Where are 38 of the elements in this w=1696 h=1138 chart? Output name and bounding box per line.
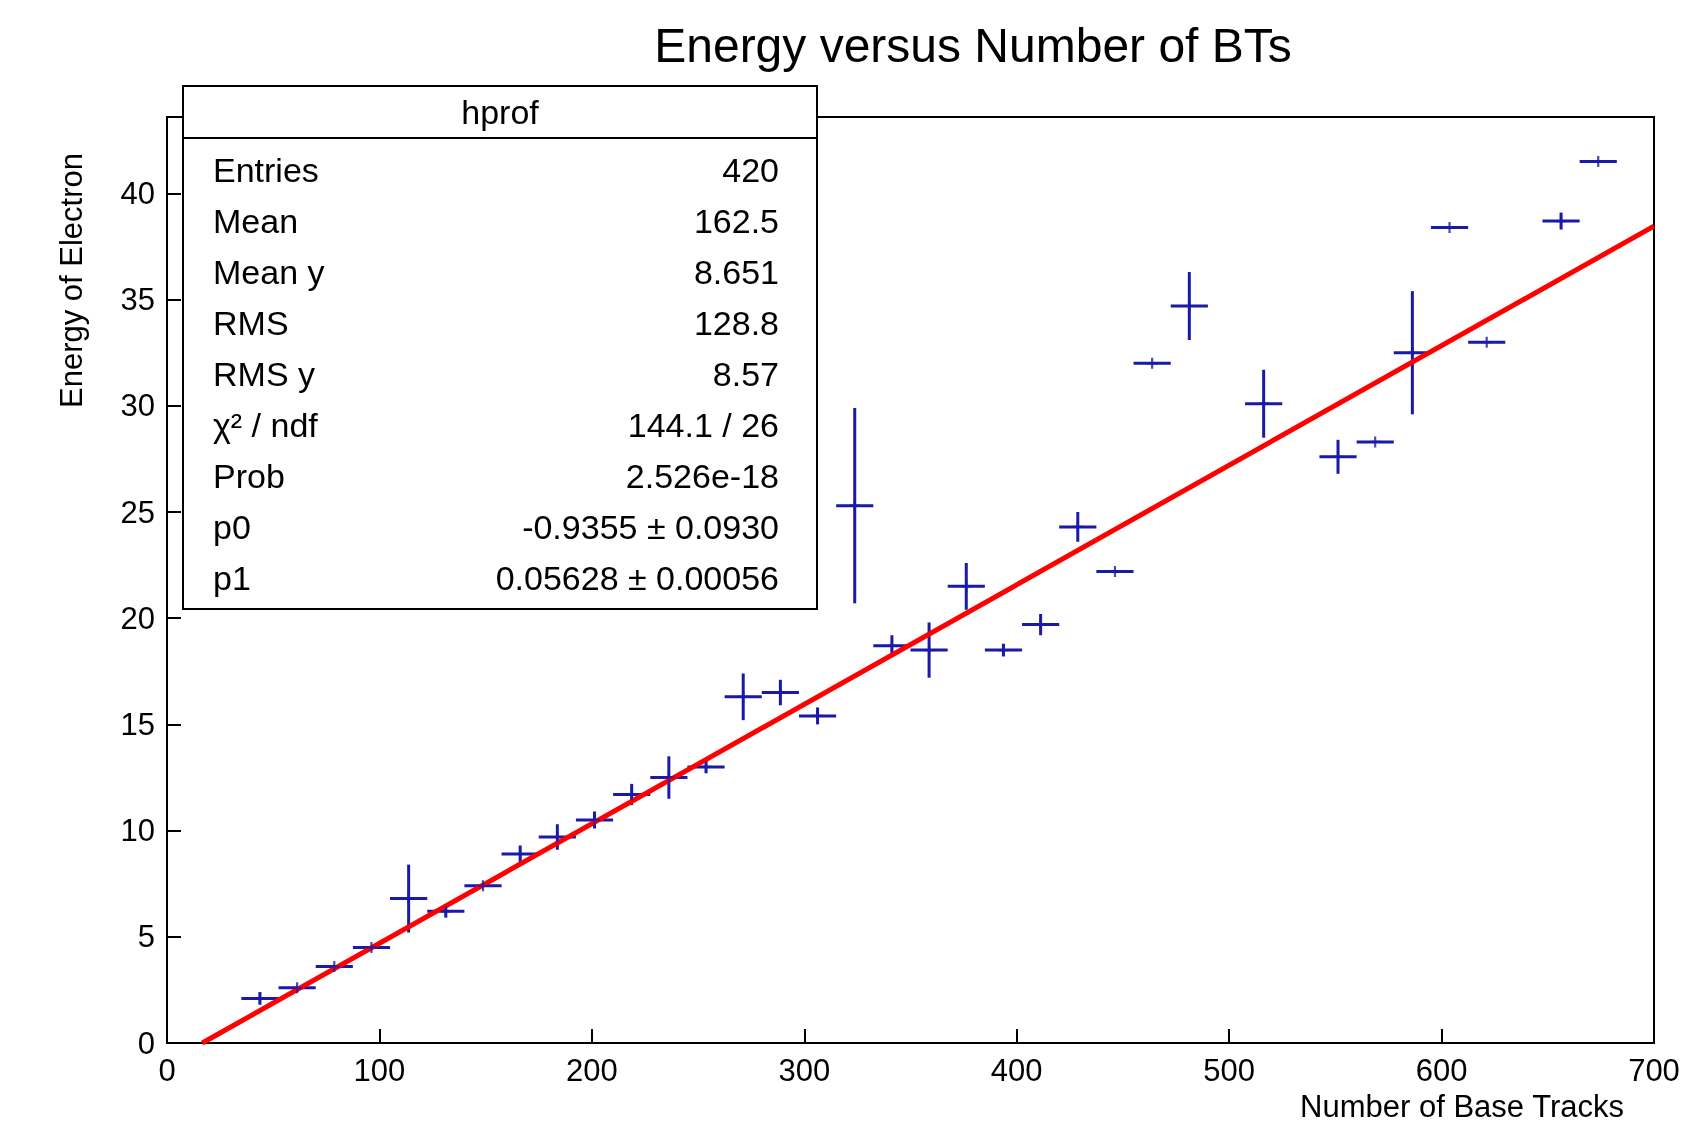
annotation: p1: [213, 558, 251, 597]
annotation: 162.5: [693, 201, 779, 240]
x-tick-label: 100: [353, 1053, 406, 1088]
y-tick-label: 35: [120, 282, 155, 318]
annotation: -0.9355 ± 0.0930: [522, 507, 779, 546]
annotation: p0: [213, 507, 251, 546]
x-tick-label: 500: [1203, 1053, 1256, 1088]
x-tick-label: 300: [778, 1053, 831, 1088]
annotation: RMS: [213, 303, 289, 342]
y-tick-label: 40: [120, 175, 155, 211]
annotation: Prob: [213, 456, 285, 495]
y-tick-label: 25: [120, 494, 155, 530]
y-tick-label: 20: [120, 600, 155, 636]
annotation: 2.526e-18: [625, 456, 779, 495]
x-tick-label: 200: [565, 1053, 618, 1088]
y-axis-title: Energy of Electron: [54, 153, 89, 409]
annotation: 420: [722, 150, 779, 189]
annotation: 8.651: [693, 252, 779, 291]
annotation: 128.8: [693, 303, 779, 342]
x-tick-label: 700: [1628, 1053, 1680, 1088]
y-tick-label: 30: [120, 388, 155, 424]
annotation: χ² / ndf: [213, 405, 319, 444]
x-tick-label: 600: [1415, 1053, 1468, 1088]
annotation: 8.57: [712, 354, 779, 393]
annotation: Mean: [213, 201, 299, 240]
x-tick-label: 400: [990, 1053, 1043, 1088]
chart-title: Energy versus Number of BTs: [654, 18, 1292, 72]
y-tick-label: 15: [120, 706, 155, 742]
y-tick-label: 10: [120, 813, 155, 849]
y-tick-label: 5: [137, 919, 155, 955]
annotation: 0.05628 ± 0.00056: [495, 558, 779, 597]
x-axis-title: Number of Base Tracks: [1300, 1089, 1624, 1124]
annotation: 144.1 / 26: [627, 405, 779, 444]
annotation: RMS y: [213, 354, 315, 393]
annotation: hprof: [461, 93, 540, 131]
annotation: Entries: [213, 150, 319, 189]
y-tick-label: 0: [137, 1025, 155, 1061]
annotation: Mean y: [213, 252, 325, 291]
